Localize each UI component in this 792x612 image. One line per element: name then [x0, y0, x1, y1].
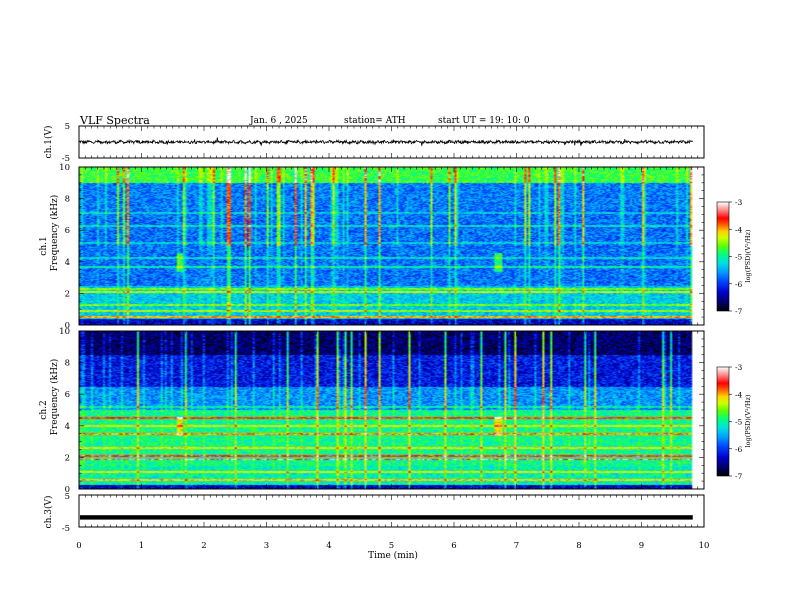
- colorbar-tick-label: -7: [735, 307, 743, 316]
- colorbar-tick-label: -3: [735, 363, 743, 372]
- ch2-colorbar-ticks: -3 -4 -5 -6 -7: [729, 363, 743, 481]
- ch1-spectrogram-ylabel-channel: ch.1: [39, 236, 49, 255]
- ch2-colorbar-gradient: [716, 366, 730, 477]
- ch1-spectrogram-image: [79, 167, 704, 325]
- y-tick-label: 10: [59, 163, 70, 173]
- ch1-waveform-line: [78, 137, 694, 147]
- ch2-spectrogram-ylabel-channel: ch.2: [39, 400, 49, 419]
- ch2-spectrogram-image: [79, 331, 704, 489]
- ch1-colorbar-gradient: [716, 201, 730, 312]
- ch2-spectrogram-tick-marks: [78, 330, 705, 490]
- x-tick-label: 8: [576, 541, 581, 551]
- colorbar-tick-label: -5: [735, 418, 743, 427]
- x-tick-label: 9: [639, 541, 644, 551]
- ch3-ytick-top: 5: [65, 492, 70, 502]
- ch1-spectrogram-panel: 0 2 4 6 8 10 ch.1 Frequency (kHz): [39, 163, 705, 331]
- ch2-colorbar-label: log(PSD)(V²/Hz): [744, 394, 752, 447]
- y-tick-label: 8: [65, 195, 70, 205]
- ch1-tick-marks: [78, 126, 705, 158]
- ch3-waveform-panel: 5 -5 ch.3(V): [43, 492, 705, 534]
- y-tick-label: 8: [65, 359, 70, 369]
- ch3-waveform-trace: [80, 515, 693, 520]
- ch1-ylabel: ch.1(V): [43, 126, 54, 159]
- ch3-ytick-bottom: -5: [62, 524, 70, 534]
- ch1-colorbar-label: log(PSD)(V²/Hz): [744, 229, 752, 282]
- ch1-ytick-top: 5: [65, 122, 70, 132]
- y-tick-label: 2: [65, 289, 70, 299]
- colorbar-tick-label: -6: [735, 445, 743, 454]
- station-label: station= ATH: [344, 116, 406, 126]
- ch1-spectrogram-ytick-labels: 0 2 4 6 8 10: [59, 163, 70, 331]
- x-tick-label: 10: [699, 541, 710, 551]
- ch2-spectrogram-ylabel-frequency: Frequency (kHz): [49, 359, 60, 436]
- ch2-spec-raster: [79, 331, 704, 489]
- ch1-spectrogram-tick-marks: [78, 166, 705, 326]
- x-tick-label: 4: [326, 541, 331, 551]
- x-tick-label: 2: [201, 541, 206, 551]
- x-tick-label: 1: [139, 541, 144, 551]
- ch1-waveform-trace: [78, 137, 694, 147]
- colorbar-tick-label: -4: [735, 225, 743, 234]
- time-axis-tick-labels: 0 1 2 3 4 5 6 7 8 9 10: [76, 541, 709, 551]
- time-axis-label: Time (min): [368, 550, 418, 561]
- ch1-spectrogram-ylabel-frequency: Frequency (kHz): [49, 195, 60, 272]
- ch3-waveform-line: [80, 515, 693, 520]
- figure-title: VLF Spectra: [79, 114, 150, 127]
- x-tick-label: 7: [514, 541, 519, 551]
- x-tick-label: 5: [389, 541, 394, 551]
- ch2-spectrogram-panel: 0 2 4 6 8 10 ch.2 Frequency (kHz): [39, 327, 705, 495]
- y-tick-label: 6: [65, 226, 70, 236]
- colorbar-tick-label: -5: [735, 253, 743, 262]
- ch1-colorbar: -3 -4 -5 -6 -7 log(PSD)(V²/Hz): [716, 198, 752, 316]
- colorbar-tick-label: -4: [735, 390, 743, 399]
- y-tick-label: 4: [65, 258, 70, 268]
- y-tick-label: 6: [65, 390, 70, 400]
- ch3-ylabel: ch.3(V): [43, 496, 54, 529]
- ch1-waveform-panel: 5 -5 ch.1(V): [43, 122, 705, 164]
- y-tick-label: 2: [65, 453, 70, 463]
- start-time-label: start UT = 19: 10: 0: [438, 116, 530, 126]
- ch1-colorbar-ticks: -3 -4 -5 -6 -7: [729, 198, 743, 316]
- ch3-tick-marks: [78, 495, 705, 527]
- colorbar-tick-label: -7: [735, 472, 743, 481]
- y-tick-label: 0: [65, 485, 70, 495]
- y-tick-label: 4: [65, 422, 70, 432]
- colorbar-tick-label: -6: [735, 280, 743, 289]
- ch2-colorbar: -3 -4 -5 -6 -7 log(PSD)(V²/Hz): [716, 363, 752, 481]
- y-tick-label: 10: [59, 327, 70, 337]
- ch1-spec-raster: [79, 167, 704, 325]
- x-tick-label: 0: [76, 541, 81, 551]
- y-tick-label: 0: [65, 321, 70, 331]
- ch1-ytick-bottom: -5: [62, 154, 70, 164]
- x-tick-label: 3: [264, 541, 269, 551]
- x-tick-label: 6: [451, 541, 456, 551]
- date-label: Jan. 6 , 2025: [249, 116, 308, 126]
- ch2-spectrogram-ytick-labels: 0 2 4 6 8 10: [59, 327, 70, 495]
- colorbar-tick-label: -3: [735, 198, 743, 207]
